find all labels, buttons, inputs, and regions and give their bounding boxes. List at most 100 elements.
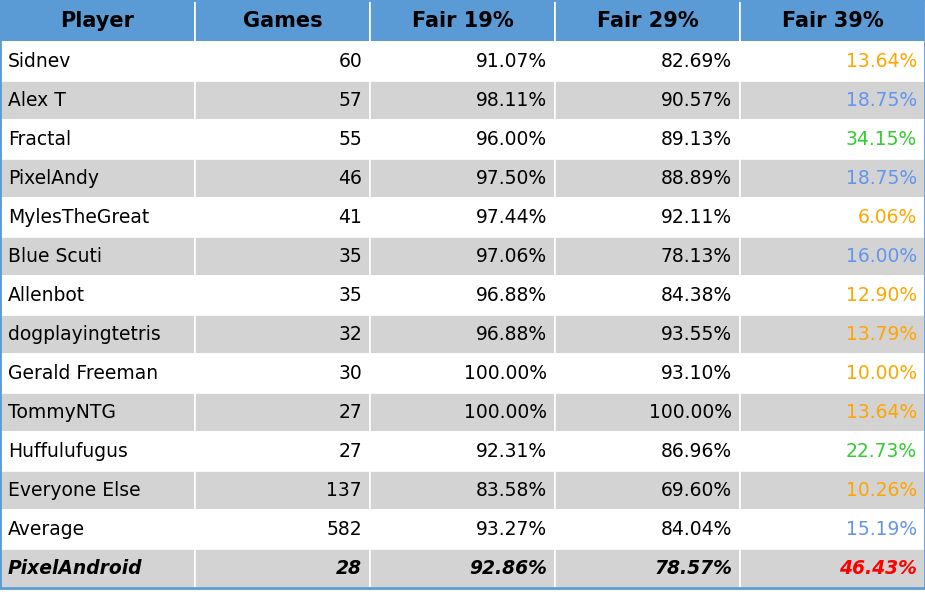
Bar bbox=[370, 315, 555, 354]
Text: Fair 39%: Fair 39% bbox=[782, 11, 883, 31]
Text: 22.73%: 22.73% bbox=[845, 442, 917, 461]
Text: 60: 60 bbox=[339, 52, 362, 71]
Text: 55: 55 bbox=[339, 130, 362, 149]
Bar bbox=[370, 276, 555, 315]
Text: 90.57%: 90.57% bbox=[660, 91, 732, 110]
Bar bbox=[0, 198, 195, 237]
Bar bbox=[195, 198, 370, 237]
Bar bbox=[370, 198, 555, 237]
Bar bbox=[370, 549, 555, 588]
Bar bbox=[370, 354, 555, 393]
Text: PixelAndroid: PixelAndroid bbox=[8, 559, 142, 578]
Text: 86.96%: 86.96% bbox=[660, 442, 732, 461]
Bar bbox=[0, 354, 195, 393]
Text: MylesTheGreat: MylesTheGreat bbox=[8, 208, 149, 227]
Bar bbox=[555, 510, 740, 549]
Bar bbox=[740, 0, 925, 42]
Bar bbox=[555, 471, 740, 510]
Text: Allenbot: Allenbot bbox=[8, 286, 85, 305]
Bar bbox=[370, 42, 555, 81]
Text: 84.04%: 84.04% bbox=[660, 520, 732, 539]
Text: 93.55%: 93.55% bbox=[660, 325, 732, 344]
Bar bbox=[195, 510, 370, 549]
Bar bbox=[740, 354, 925, 393]
Text: 13.64%: 13.64% bbox=[845, 403, 917, 422]
Bar bbox=[740, 237, 925, 276]
Text: 82.69%: 82.69% bbox=[660, 52, 732, 71]
Text: 13.79%: 13.79% bbox=[845, 325, 917, 344]
Text: 84.38%: 84.38% bbox=[660, 286, 732, 305]
Text: 46: 46 bbox=[339, 169, 362, 188]
Text: 34.15%: 34.15% bbox=[845, 130, 917, 149]
Text: 46.43%: 46.43% bbox=[839, 559, 917, 578]
Text: 93.27%: 93.27% bbox=[475, 520, 547, 539]
Text: 27: 27 bbox=[339, 442, 362, 461]
Bar bbox=[740, 471, 925, 510]
Text: 98.11%: 98.11% bbox=[475, 91, 547, 110]
Text: 92.11%: 92.11% bbox=[660, 208, 732, 227]
Text: 582: 582 bbox=[327, 520, 362, 539]
Bar bbox=[555, 81, 740, 120]
Bar bbox=[195, 471, 370, 510]
Bar bbox=[555, 276, 740, 315]
Bar bbox=[0, 549, 195, 588]
Text: Fractal: Fractal bbox=[8, 130, 71, 149]
Bar bbox=[740, 120, 925, 159]
Bar bbox=[555, 549, 740, 588]
Text: 96.88%: 96.88% bbox=[475, 286, 547, 305]
Text: 78.13%: 78.13% bbox=[660, 247, 732, 266]
Text: 93.10%: 93.10% bbox=[660, 364, 732, 383]
Bar bbox=[195, 276, 370, 315]
Bar bbox=[740, 510, 925, 549]
Bar bbox=[740, 549, 925, 588]
Text: 35: 35 bbox=[339, 247, 362, 266]
Text: 16.00%: 16.00% bbox=[845, 247, 917, 266]
Bar bbox=[195, 237, 370, 276]
Bar bbox=[195, 0, 370, 42]
Text: Sidnev: Sidnev bbox=[8, 52, 71, 71]
Text: Huffulufugus: Huffulufugus bbox=[8, 442, 128, 461]
Bar bbox=[555, 120, 740, 159]
Bar bbox=[0, 393, 195, 432]
Text: 12.90%: 12.90% bbox=[845, 286, 917, 305]
Bar bbox=[0, 471, 195, 510]
Bar bbox=[0, 0, 195, 42]
Text: Blue Scuti: Blue Scuti bbox=[8, 247, 102, 266]
Text: 91.07%: 91.07% bbox=[475, 52, 547, 71]
Text: 15.19%: 15.19% bbox=[845, 520, 917, 539]
Text: 10.26%: 10.26% bbox=[845, 481, 917, 500]
Text: 83.58%: 83.58% bbox=[475, 481, 547, 500]
Text: Player: Player bbox=[60, 11, 134, 31]
Bar bbox=[740, 42, 925, 81]
Text: 41: 41 bbox=[339, 208, 362, 227]
Text: 100.00%: 100.00% bbox=[649, 403, 732, 422]
Text: 18.75%: 18.75% bbox=[845, 91, 917, 110]
Text: 137: 137 bbox=[327, 481, 362, 500]
Bar bbox=[740, 198, 925, 237]
Bar bbox=[0, 237, 195, 276]
Bar bbox=[740, 81, 925, 120]
Bar bbox=[555, 198, 740, 237]
Text: 96.88%: 96.88% bbox=[475, 325, 547, 344]
Text: 27: 27 bbox=[339, 403, 362, 422]
Bar bbox=[555, 237, 740, 276]
Text: TommyNTG: TommyNTG bbox=[8, 403, 116, 422]
Bar bbox=[555, 432, 740, 471]
Bar bbox=[195, 393, 370, 432]
Bar bbox=[195, 42, 370, 81]
Text: 100.00%: 100.00% bbox=[464, 403, 547, 422]
Bar bbox=[555, 42, 740, 81]
Bar bbox=[740, 432, 925, 471]
Text: Average: Average bbox=[8, 520, 85, 539]
Bar bbox=[555, 315, 740, 354]
Bar bbox=[0, 42, 195, 81]
Bar bbox=[740, 393, 925, 432]
Text: 18.75%: 18.75% bbox=[845, 169, 917, 188]
Text: Fair 29%: Fair 29% bbox=[597, 11, 698, 31]
Bar bbox=[195, 432, 370, 471]
Bar bbox=[555, 0, 740, 42]
Bar bbox=[370, 432, 555, 471]
Text: Games: Games bbox=[242, 11, 322, 31]
Text: 97.44%: 97.44% bbox=[475, 208, 547, 227]
Bar bbox=[195, 120, 370, 159]
